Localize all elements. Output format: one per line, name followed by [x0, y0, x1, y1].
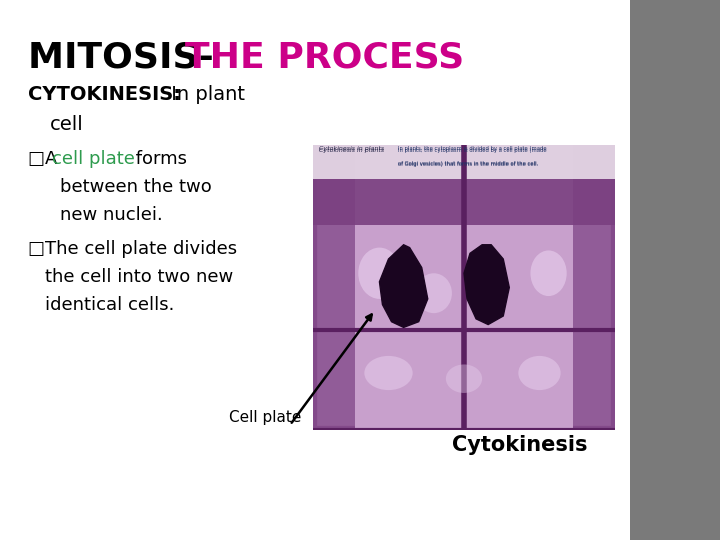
Text: new nuclei.: new nuclei. [60, 206, 163, 224]
Bar [313, 145, 615, 225]
Text: cell: cell [50, 115, 84, 134]
Ellipse shape [479, 267, 509, 307]
Text: In plants, the cytoplasm is divided by a cell plate (made: In plants, the cytoplasm is divided by a… [397, 146, 546, 151]
Ellipse shape [415, 273, 452, 313]
Text: Cytokinesis in plants: Cytokinesis in plants [319, 148, 384, 153]
Bar [313, 145, 615, 179]
Text: In plant: In plant [165, 85, 245, 104]
Text: □A: □A [28, 150, 63, 168]
Text: the cell into two new: the cell into two new [45, 268, 233, 286]
Bar [313, 145, 355, 430]
Ellipse shape [364, 356, 413, 390]
Text: between the two: between the two [60, 178, 212, 196]
Text: Cytokinesis in plants: Cytokinesis in plants [319, 146, 384, 151]
Text: of Golgi vesicles) that forms in the middle of the cell.: of Golgi vesicles) that forms in the mid… [397, 162, 538, 167]
Polygon shape [464, 245, 509, 325]
Text: identical cells.: identical cells. [45, 296, 174, 314]
Polygon shape [379, 245, 428, 327]
Text: □The cell plate divides: □The cell plate divides [28, 240, 237, 258]
Text: Cell plate: Cell plate [229, 410, 301, 425]
Text: Cytokinesis: Cytokinesis [452, 435, 588, 455]
Ellipse shape [359, 248, 400, 299]
Ellipse shape [518, 356, 561, 390]
Bar [630, 0, 720, 540]
Ellipse shape [531, 251, 567, 296]
Text: forms: forms [130, 150, 187, 168]
Bar [572, 145, 615, 430]
Text: MITOSIS-: MITOSIS- [28, 40, 226, 74]
Text: THE PROCESS: THE PROCESS [185, 40, 464, 74]
Text: of Golgi vesicles) that forms in the middle of the cell.: of Golgi vesicles) that forms in the mid… [397, 161, 538, 166]
Text: CYTOKINESIS:: CYTOKINESIS: [28, 85, 181, 104]
Text: In plants, the cytoplasm is divided by a cell plate (made: In plants, the cytoplasm is divided by a… [397, 148, 546, 153]
Bar [355, 145, 572, 430]
Text: cell plate: cell plate [52, 150, 135, 168]
Ellipse shape [446, 364, 482, 393]
